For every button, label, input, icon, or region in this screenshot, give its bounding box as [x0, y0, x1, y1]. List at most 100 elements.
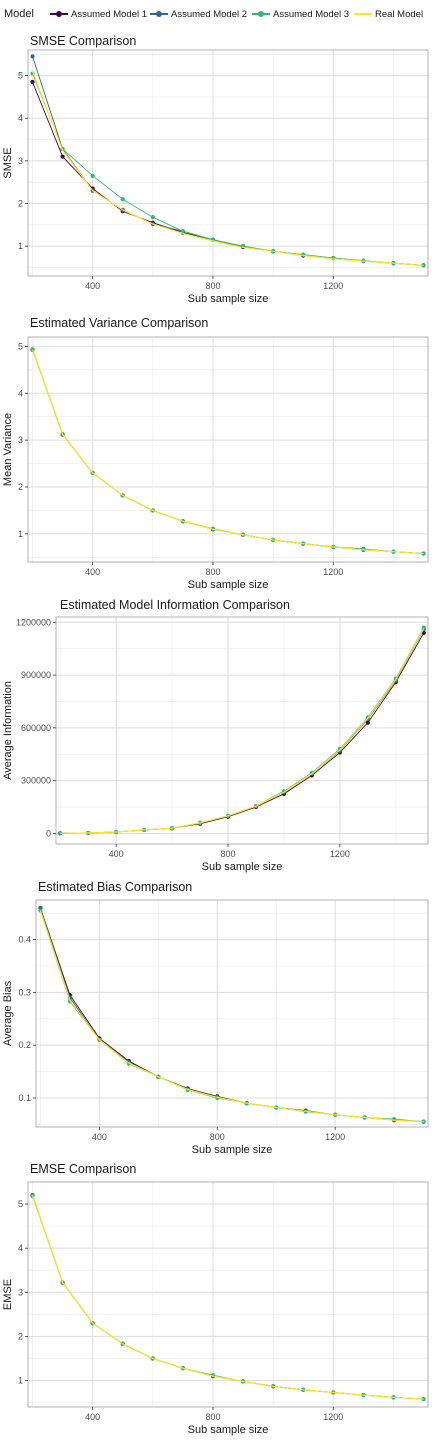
- x-axis-label: Sub sample size: [188, 579, 269, 591]
- point-assumed-model-2: [30, 54, 35, 59]
- plot-border: [55, 616, 429, 845]
- legend-key-icon: [252, 9, 270, 19]
- x-tick-label: 400: [109, 849, 124, 859]
- point-assumed-model-1: [30, 79, 35, 85]
- point-assumed-model-3: [58, 831, 63, 836]
- series-line-real-model: [31, 1195, 424, 1400]
- y-tick-label: 1: [18, 241, 23, 251]
- legend-item-real-model: Real Model: [354, 9, 423, 20]
- point-assumed-model-3: [30, 347, 35, 352]
- legend: Model Assumed Model 1 Assumed Model 2 As…: [0, 0, 432, 30]
- y-tick-label: 0.2: [18, 1040, 31, 1050]
- legend-item-assumed-model-1: Assumed Model 1: [50, 9, 147, 20]
- y-tick-label: 2: [18, 199, 23, 209]
- point-assumed-model-3: [38, 908, 43, 913]
- y-tick-label: 0.3: [18, 987, 31, 997]
- x-axis-label: Sub sample size: [202, 861, 283, 873]
- x-axis-label: Sub sample size: [188, 1424, 269, 1436]
- chart-smse: SMSE Comparison 400 800 1200 1 2 3 4 5 Sub sample…: [2, 34, 429, 305]
- x-tick-label: 400: [85, 281, 100, 291]
- chart-variance: Estimated Variance Comparison 400 800 1200 1…: [2, 316, 429, 591]
- legend-title: Model: [4, 8, 34, 20]
- plot-background: [28, 50, 428, 276]
- y-tick-label: 900000: [21, 670, 51, 680]
- x-tick-label: 800: [205, 281, 220, 291]
- plot-border: [27, 1181, 429, 1408]
- y-tick-label: 0.1: [18, 1093, 31, 1103]
- chart-title: EMSE Comparison: [30, 1162, 136, 1176]
- y-tick-label: 0: [46, 828, 51, 838]
- y-tick-label: 5: [18, 341, 23, 351]
- legend-key-icon: [354, 9, 372, 19]
- point-assumed-model-1: [365, 720, 370, 725]
- point-assumed-model-3: [150, 215, 155, 220]
- chart-title: Estimated Bias Comparison: [38, 880, 192, 894]
- point-assumed-model-1: [60, 154, 65, 159]
- x-tick-label: 800: [210, 1132, 225, 1142]
- chart-title: Estimated Model Information Comparison: [60, 598, 290, 612]
- y-tick-label: 3: [18, 156, 23, 166]
- series-line-real-model: [39, 910, 424, 1123]
- x-tick-label: 1200: [323, 567, 343, 577]
- chart-bias: Estimated Bias Comparison 400 800 1200 0.1 0.…: [2, 880, 429, 1156]
- legend-label: Assumed Model 3: [273, 9, 350, 20]
- point-assumed-model-3: [90, 173, 95, 178]
- y-axis-label: Average Bias: [2, 980, 14, 1046]
- chart-title: Estimated Variance Comparison: [30, 316, 208, 330]
- y-tick-label: 2: [18, 482, 23, 492]
- series-line-real-model: [31, 349, 424, 555]
- legend-label: Assumed Model 2: [171, 9, 248, 20]
- x-tick-label: 800: [205, 1412, 220, 1422]
- x-tick-label: 1200: [323, 281, 343, 291]
- point-assumed-model-3: [421, 625, 426, 630]
- y-tick-label: 3: [18, 435, 23, 445]
- y-tick-label: 1: [18, 1376, 23, 1386]
- legend-label: Real Model: [375, 9, 424, 20]
- y-axis-label: Average Information: [2, 681, 14, 780]
- plot-border: [35, 899, 429, 1128]
- y-tick-label: 4: [18, 1243, 23, 1253]
- legend-item-assumed-model-3: Assumed Model 3: [252, 9, 349, 20]
- y-tick-label: 5: [18, 1199, 23, 1209]
- plot-background: [56, 617, 428, 844]
- y-tick-label: 300000: [21, 776, 51, 786]
- series-line-real-model: [31, 71, 424, 266]
- x-axis-label: Sub sample size: [188, 293, 269, 305]
- x-tick-label: 1200: [330, 849, 350, 859]
- x-tick-label: 800: [205, 567, 220, 577]
- y-axis-label: Mean Variance: [2, 413, 14, 486]
- legend-item-assumed-model-2: Assumed Model 2: [150, 9, 247, 20]
- y-tick-label: 3: [18, 1287, 23, 1297]
- y-tick-label: 600000: [21, 723, 51, 733]
- plot-background: [28, 337, 428, 562]
- legend-key-icon: [150, 9, 168, 19]
- legend-label: Assumed Model 1: [71, 9, 148, 20]
- y-axis-label: EMSE: [2, 1279, 14, 1310]
- chart-title: SMSE Comparison: [30, 34, 136, 48]
- y-axis-label: SMSE: [2, 147, 14, 178]
- x-tick-label: 400: [85, 1412, 100, 1422]
- y-tick-label: 0.4: [18, 935, 31, 945]
- plot-border: [27, 49, 429, 277]
- x-tick-label: 400: [92, 1132, 107, 1142]
- legend-key-icon: [50, 9, 68, 19]
- plot-border: [27, 336, 429, 563]
- x-tick-label: 1200: [323, 1412, 343, 1422]
- x-tick-label: 800: [220, 849, 235, 859]
- plot-background: [28, 1182, 428, 1407]
- series-line-real-model: [60, 628, 425, 834]
- plot-background: [36, 900, 428, 1127]
- y-tick-label: 1200000: [16, 617, 51, 627]
- y-tick-label: 4: [18, 113, 23, 123]
- x-axis-label: Sub sample size: [192, 1144, 273, 1156]
- point-assumed-model-3: [180, 229, 185, 234]
- y-tick-label: 5: [18, 71, 23, 81]
- y-tick-label: 2: [18, 1331, 23, 1341]
- x-tick-label: 1200: [325, 1132, 345, 1142]
- y-tick-label: 1: [18, 529, 23, 539]
- chart-emse: EMSE Comparison 400 800 1200 1 2 3 4 5 Sub sample…: [2, 1162, 429, 1436]
- chart-information: Estimated Model Information Comparison 40…: [2, 598, 429, 873]
- y-tick-label: 4: [18, 388, 23, 398]
- x-tick-label: 400: [85, 567, 100, 577]
